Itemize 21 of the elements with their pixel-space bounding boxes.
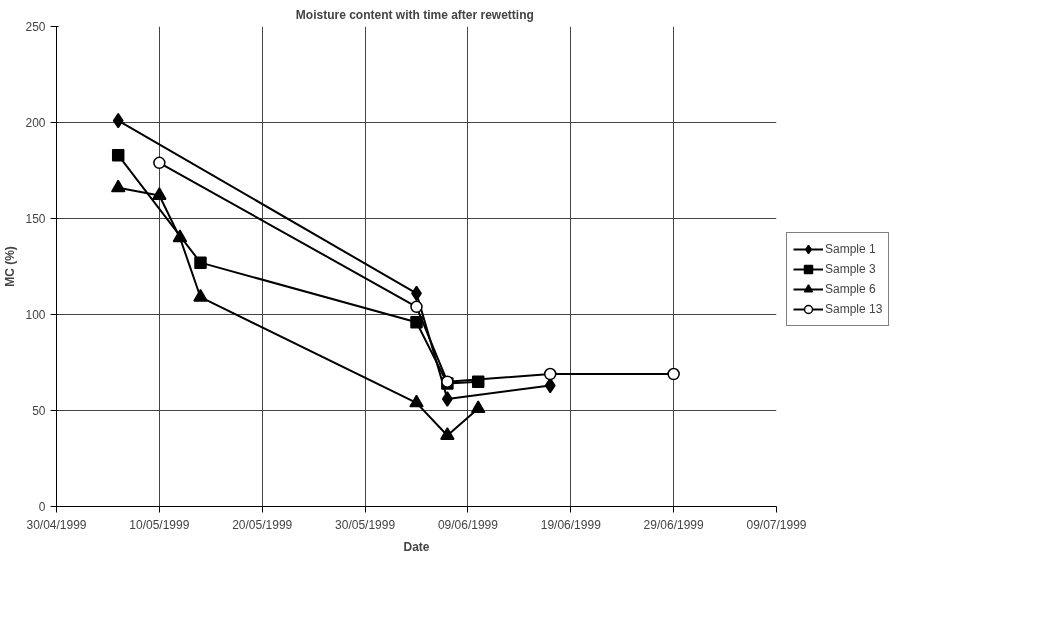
y-tick-label: 100 [25, 308, 46, 322]
x-tick-label: 30/05/1999 [335, 517, 396, 532]
y-tick-label: 50 [32, 404, 46, 418]
legend-label: Sample 1 [825, 242, 876, 256]
x-tick-label: 09/06/1999 [437, 517, 499, 532]
legend-label: Sample 3 [825, 262, 876, 276]
legend-label: Sample 13 [825, 302, 883, 316]
y-tick-label: 200 [25, 116, 46, 130]
x-axis-title: Date [403, 539, 430, 554]
x-tick-label: 30/04/1999 [26, 517, 87, 532]
y-tick-label: 250 [25, 20, 46, 34]
y-tick-label: 0 [38, 500, 46, 514]
x-tick-label: 10/05/1999 [129, 517, 190, 532]
x-tick-label: 19/06/1999 [540, 517, 602, 532]
y-axis-title: MC (%) [3, 246, 18, 287]
x-tick-label: 09/07/1999 [746, 517, 807, 532]
x-tick-label: 20/05/1999 [232, 517, 293, 532]
chart-title: Moisture content with time after rewetting [295, 7, 534, 22]
x-tick-label: 29/06/1999 [643, 517, 704, 532]
y-tick-label: 150 [25, 212, 46, 226]
legend-label: Sample 6 [825, 282, 876, 296]
